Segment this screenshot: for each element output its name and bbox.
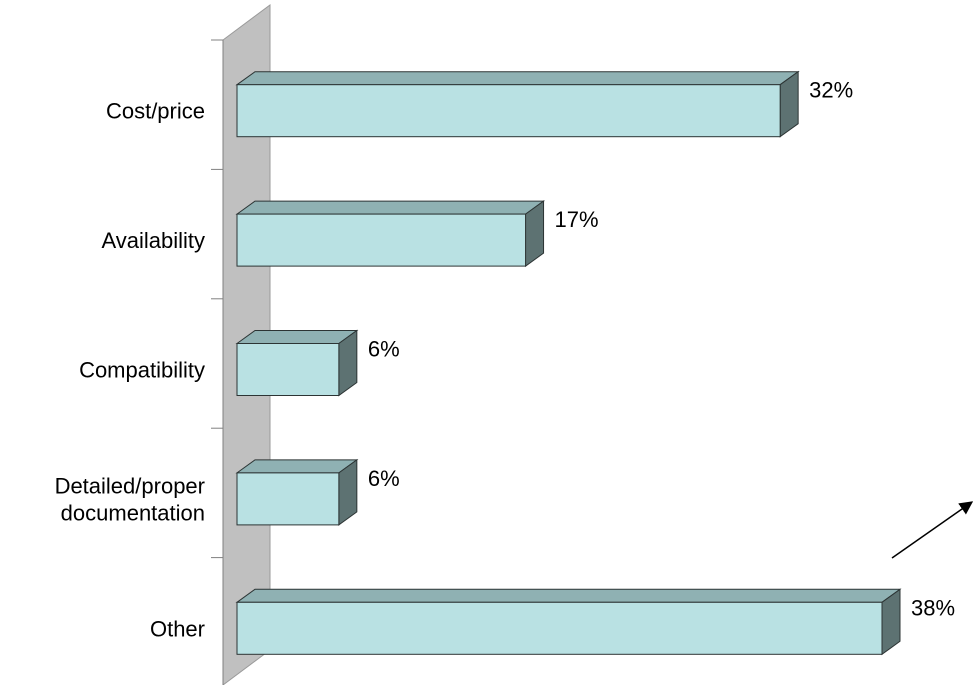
bar-5 (235, 588, 902, 656)
value-label: 6% (368, 466, 400, 491)
category-label: Detailed/proper documentation (55, 473, 205, 525)
bar-3 (235, 329, 359, 397)
bar-top-face (235, 71, 800, 86)
bar-front-face (236, 213, 527, 267)
category-label: Availability (101, 228, 205, 253)
bar-front-face (236, 84, 781, 138)
bar-4 (235, 458, 359, 526)
bar-front-face (236, 472, 340, 526)
bar-top-face (235, 459, 359, 474)
bar-2 (235, 200, 546, 268)
value-label: 17% (555, 207, 599, 232)
bar-front-face (236, 343, 340, 396)
bar-top-face (235, 588, 902, 603)
value-label: 6% (368, 337, 400, 362)
category-label: Cost/price (106, 99, 205, 124)
value-label: 32% (809, 78, 853, 103)
bar-1 (235, 70, 800, 138)
category-label: Compatibility (79, 358, 205, 383)
bar-top-face (235, 200, 546, 215)
value-label: 38% (911, 595, 955, 620)
annotation-arrow (891, 501, 974, 559)
bar-top-face (235, 330, 359, 344)
category-label: Other (150, 616, 205, 641)
bar-front-face (236, 601, 883, 655)
